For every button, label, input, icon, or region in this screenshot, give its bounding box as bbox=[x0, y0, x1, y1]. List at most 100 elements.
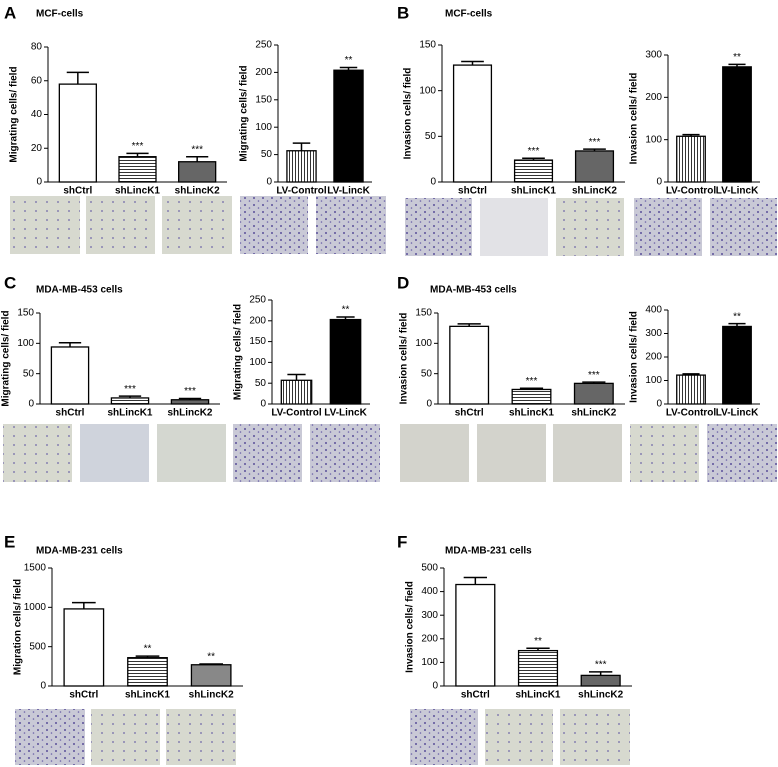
x-tick-label: LV-Control bbox=[271, 408, 322, 419]
y-tick-label: 100 bbox=[249, 357, 266, 368]
bar bbox=[574, 150, 615, 183]
y-tick-label: 0 bbox=[40, 681, 46, 692]
y-axis-label: Migrating cells/ field bbox=[233, 304, 244, 400]
x-tick-label: shCtrl bbox=[461, 690, 490, 701]
y-tick-label: 200 bbox=[645, 352, 662, 363]
y-tick-label: 200 bbox=[645, 92, 662, 103]
bar bbox=[580, 674, 621, 687]
x-tick-label: shLincK1 bbox=[515, 690, 560, 701]
bar bbox=[449, 325, 490, 405]
y-tick-label: 60 bbox=[31, 75, 43, 86]
x-tick-label: shLincK2 bbox=[175, 186, 220, 197]
y-axis-label: Invasion cells/ field bbox=[629, 73, 640, 165]
y-tick-label: 100 bbox=[255, 122, 272, 133]
y-axis-label: Invasion cells/ field bbox=[405, 581, 416, 673]
x-tick-label: shLincK1 bbox=[107, 408, 152, 419]
y-tick-label: 300 bbox=[421, 610, 438, 621]
x-tick-label: shCtrl bbox=[56, 408, 85, 419]
panel-letter: B bbox=[397, 3, 409, 22]
bar bbox=[511, 388, 552, 405]
x-tick-label: shLincK1 bbox=[115, 186, 160, 197]
x-tick-label: shCtrl bbox=[458, 186, 487, 197]
bar bbox=[722, 66, 752, 183]
y-tick-label: 100 bbox=[645, 375, 662, 386]
significance: *** bbox=[191, 144, 203, 155]
bar bbox=[573, 382, 614, 405]
significance: *** bbox=[132, 141, 144, 152]
x-tick-label: shLincK1 bbox=[511, 186, 556, 197]
y-tick-label: 100 bbox=[17, 338, 34, 349]
x-tick-label: shLincK1 bbox=[509, 408, 554, 419]
y-tick-label: 150 bbox=[255, 94, 272, 105]
x-tick-label: LV-Control bbox=[276, 186, 327, 197]
y-tick-label: 0 bbox=[432, 681, 438, 692]
y-axis-label: Migrating cells/ field bbox=[1, 310, 12, 406]
significance: *** bbox=[528, 146, 540, 157]
y-tick-label: 0 bbox=[260, 399, 266, 410]
x-tick-label: LV-Control bbox=[666, 408, 717, 419]
y-tick-label: 150 bbox=[17, 308, 34, 319]
y-tick-label: 20 bbox=[31, 143, 43, 154]
bar bbox=[722, 325, 752, 405]
panel-title: MCF-cells bbox=[445, 9, 493, 20]
panel-letter: A bbox=[4, 3, 16, 22]
bar bbox=[280, 379, 313, 405]
panel-letter: E bbox=[4, 532, 15, 551]
significance: *** bbox=[124, 384, 136, 395]
x-tick-label: LV-LincK bbox=[716, 186, 759, 197]
panel-letter: F bbox=[397, 532, 407, 551]
x-tick-label: shLincK2 bbox=[572, 186, 617, 197]
bar bbox=[517, 649, 559, 687]
bar bbox=[676, 374, 706, 405]
x-tick-label: shLincK1 bbox=[125, 690, 170, 701]
y-tick-label: 300 bbox=[645, 328, 662, 339]
x-tick-label: LV-LincK bbox=[716, 408, 759, 419]
y-tick-label: 400 bbox=[421, 586, 438, 597]
micrographs bbox=[3, 196, 777, 765]
y-tick-label: 150 bbox=[249, 336, 266, 347]
x-tick-label: LV-LincK bbox=[327, 186, 370, 197]
y-tick-label: 200 bbox=[249, 315, 266, 326]
panel-letter: D bbox=[397, 273, 409, 292]
panel-title: MCF-cells bbox=[36, 9, 84, 20]
y-tick-label: 500 bbox=[29, 641, 46, 652]
y-tick-label: 0 bbox=[656, 399, 662, 410]
y-tick-label: 100 bbox=[415, 338, 432, 349]
bar bbox=[190, 664, 232, 687]
y-tick-label: 1000 bbox=[24, 602, 47, 613]
y-tick-label: 100 bbox=[421, 657, 438, 668]
significance: ** bbox=[342, 305, 350, 316]
y-tick-label: 100 bbox=[419, 85, 436, 96]
significance: ** bbox=[733, 311, 741, 322]
bar bbox=[50, 346, 90, 405]
bar bbox=[127, 657, 168, 687]
panel-letter: C bbox=[4, 273, 16, 292]
y-axis-label: Invasion cells/ field bbox=[399, 313, 410, 405]
significance: *** bbox=[595, 659, 607, 670]
bar bbox=[676, 135, 706, 183]
y-tick-label: 250 bbox=[255, 40, 272, 51]
panel-title: MDA-MB-453 cells bbox=[36, 285, 123, 296]
significance: *** bbox=[589, 137, 601, 148]
x-tick-label: shLincK2 bbox=[571, 408, 616, 419]
bar bbox=[333, 69, 364, 183]
significance: *** bbox=[526, 376, 538, 387]
y-tick-label: 200 bbox=[255, 67, 272, 78]
x-tick-label: shCtrl bbox=[69, 690, 98, 701]
y-tick-label: 400 bbox=[645, 305, 662, 316]
significance: *** bbox=[184, 386, 196, 397]
y-tick-label: 50 bbox=[255, 378, 267, 389]
x-tick-label: shCtrl bbox=[455, 408, 484, 419]
bar bbox=[286, 150, 317, 183]
x-tick-label: shLincK2 bbox=[167, 408, 212, 419]
y-tick-label: 0 bbox=[266, 177, 272, 188]
y-tick-label: 300 bbox=[645, 50, 662, 61]
x-tick-label: LV-Control bbox=[666, 186, 717, 197]
x-tick-label: shCtrl bbox=[63, 186, 92, 197]
bar bbox=[170, 399, 210, 405]
y-tick-label: 50 bbox=[425, 131, 437, 142]
bar bbox=[178, 161, 217, 183]
bar bbox=[452, 64, 493, 183]
bar bbox=[63, 608, 105, 687]
